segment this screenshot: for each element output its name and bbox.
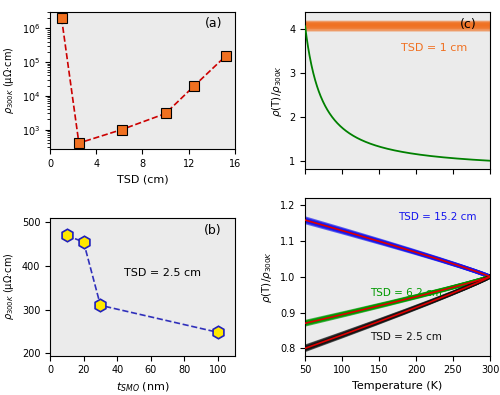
Text: (a): (a) xyxy=(204,17,222,30)
Text: (b): (b) xyxy=(204,224,222,237)
Text: TSD = 2.5 cm: TSD = 2.5 cm xyxy=(370,332,442,342)
Y-axis label: $\rho_{300K}$ (μΩ·cm): $\rho_{300K}$ (μΩ·cm) xyxy=(2,253,16,320)
Text: TSD = 2.5 cm: TSD = 2.5 cm xyxy=(124,268,201,278)
Text: TSD = 1 cm: TSD = 1 cm xyxy=(402,43,468,53)
Y-axis label: $\rho$(T)/$\rho_{300K}$: $\rho$(T)/$\rho_{300K}$ xyxy=(270,64,283,117)
Y-axis label: $\rho$(T)/$\rho_{300K}$: $\rho$(T)/$\rho_{300K}$ xyxy=(260,250,274,303)
Text: TSD = 15.2 cm: TSD = 15.2 cm xyxy=(398,212,476,222)
Text: (c): (c) xyxy=(460,18,477,31)
X-axis label: TSD (cm): TSD (cm) xyxy=(116,175,168,184)
Text: TSD = 6.2 cm: TSD = 6.2 cm xyxy=(370,288,442,297)
Y-axis label: $\rho_{300K}$ (μΩ·cm): $\rho_{300K}$ (μΩ·cm) xyxy=(2,47,16,114)
X-axis label: Temperature (K): Temperature (K) xyxy=(352,381,442,391)
X-axis label: $t_{SMO}$ (nm): $t_{SMO}$ (nm) xyxy=(116,381,170,394)
